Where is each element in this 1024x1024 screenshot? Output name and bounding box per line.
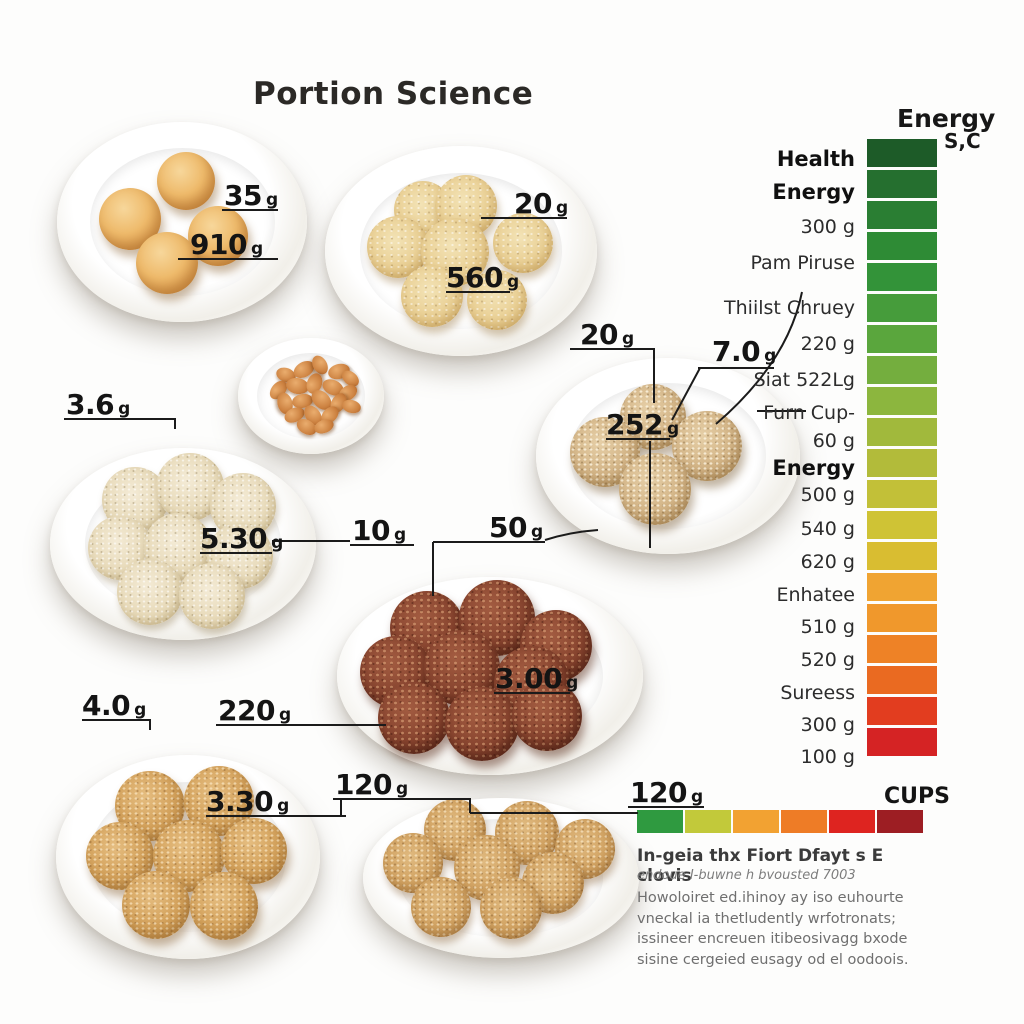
- rice-cracker: [179, 563, 245, 629]
- legend-segment: [733, 810, 779, 833]
- portion-label: 5.30 g: [200, 522, 284, 555]
- legend-segment: [781, 810, 827, 833]
- scale-segment: [867, 728, 937, 756]
- coconut-ball: [122, 871, 190, 939]
- scale-segment: [867, 294, 937, 322]
- scale-label: Energy: [772, 456, 855, 480]
- chocolate-cookie: [445, 687, 519, 761]
- scale-label: Siat 522Lg: [753, 369, 855, 391]
- portion-label: 4.0 g: [82, 689, 147, 722]
- plate-bread-rolls: [57, 122, 307, 322]
- scale-label: Enhatee: [776, 584, 855, 606]
- oat-cookie: [480, 877, 542, 939]
- nut: [340, 397, 363, 416]
- oat-cookie: [411, 877, 471, 937]
- bread-roll: [188, 206, 248, 266]
- scale-label: Energy: [772, 180, 855, 204]
- scale-segment: [867, 170, 937, 198]
- caption-heading: In-geia thx Fiort Dfayt s E clovis: [637, 846, 884, 886]
- scale-segment: [867, 542, 937, 570]
- scale-segment: [867, 635, 937, 663]
- scale-subtitle: S,C: [944, 129, 981, 153]
- scale-label: 500 g: [800, 484, 855, 506]
- portion-label: 120 g: [335, 768, 409, 801]
- scale-segment: [867, 666, 937, 694]
- scale-label: 540 g: [800, 518, 855, 540]
- portion-label: 252 g: [606, 408, 680, 441]
- legend-segment: [829, 810, 875, 833]
- legend-segment: [637, 810, 683, 833]
- scale-segment: [867, 201, 937, 229]
- scale-segment: [867, 573, 937, 601]
- energy-scale-bar: [867, 139, 937, 759]
- caption-body: Howoloiret ed.ihinoy ay iso euhourte vne…: [637, 890, 909, 968]
- plate-oat-cookies: [363, 798, 639, 958]
- portion-label: 3.30 g: [206, 785, 290, 818]
- legend-segment: [877, 810, 923, 833]
- rice-cracker: [117, 559, 183, 625]
- scale-label: 520 g: [800, 649, 855, 671]
- scale-label: Health: [776, 147, 855, 171]
- sesame-ball: [619, 453, 691, 525]
- cracker: [467, 270, 527, 330]
- cracker: [401, 265, 463, 327]
- portion-label: 910 g: [190, 228, 264, 261]
- scale-label: 620 g: [800, 551, 855, 573]
- scale-segment: [867, 604, 937, 632]
- scale-label: 100 g: [800, 746, 855, 768]
- bread-roll: [157, 152, 215, 210]
- scale-segment: [867, 480, 937, 508]
- scale-segment: [867, 697, 937, 725]
- plate-rice-crackers: [50, 448, 316, 640]
- plate-pale-crackers: [325, 146, 597, 356]
- scale-segment: [867, 139, 937, 167]
- scale-label: 300 g: [800, 216, 855, 238]
- cracker: [493, 213, 553, 273]
- portion-label: 120 g: [630, 776, 704, 809]
- portion-label: 560 g: [446, 261, 520, 294]
- page-title: Portion Science: [253, 76, 534, 112]
- scale-segment: [867, 387, 937, 415]
- caption-subheading: endoue I-buwne h bvousted 7003: [637, 868, 856, 883]
- scale-label: Furn Cup-: [763, 402, 855, 424]
- scale-label: 300 g: [800, 714, 855, 736]
- scale-label: 510 g: [800, 616, 855, 638]
- scale-segment: [867, 418, 937, 446]
- scale-label: Sureess: [780, 682, 855, 704]
- bread-roll: [136, 232, 198, 294]
- scale-title: Energy: [897, 104, 996, 133]
- bowl-roasted-nuts: [238, 338, 384, 454]
- portion-label: 7.0 g: [712, 335, 777, 368]
- scale-segment: [867, 356, 937, 384]
- cups-legend-bar: [637, 810, 925, 833]
- scale-segment: [867, 232, 937, 260]
- scale-segment: [867, 263, 937, 291]
- scale-label: 220 g: [800, 333, 855, 355]
- portion-label: 35 g: [224, 179, 279, 212]
- scale-segment: [867, 511, 937, 539]
- portion-label: 10 g: [352, 514, 407, 547]
- portion-label: 3.6 g: [66, 388, 131, 421]
- plate-chocolate-cookies: [337, 577, 643, 775]
- scale-segment: [867, 449, 937, 477]
- portion-label: 3.00 g: [495, 662, 579, 695]
- plate-coconut-balls: [56, 755, 320, 959]
- scale-segment: [867, 325, 937, 353]
- chocolate-cookie: [378, 682, 450, 754]
- portion-label: 50 g: [489, 511, 544, 544]
- legend-segment: [685, 810, 731, 833]
- portion-label: 220 g: [218, 694, 292, 727]
- scale-label: 60 g: [812, 430, 855, 452]
- portion-label: 20 g: [580, 318, 635, 351]
- coconut-ball: [190, 872, 258, 940]
- portion-label: 20 g: [514, 187, 569, 220]
- cups-label: CUPS: [884, 784, 950, 809]
- scale-label: Pam Piruse: [750, 252, 855, 274]
- scale-label: Thiilst Chruey: [724, 297, 855, 319]
